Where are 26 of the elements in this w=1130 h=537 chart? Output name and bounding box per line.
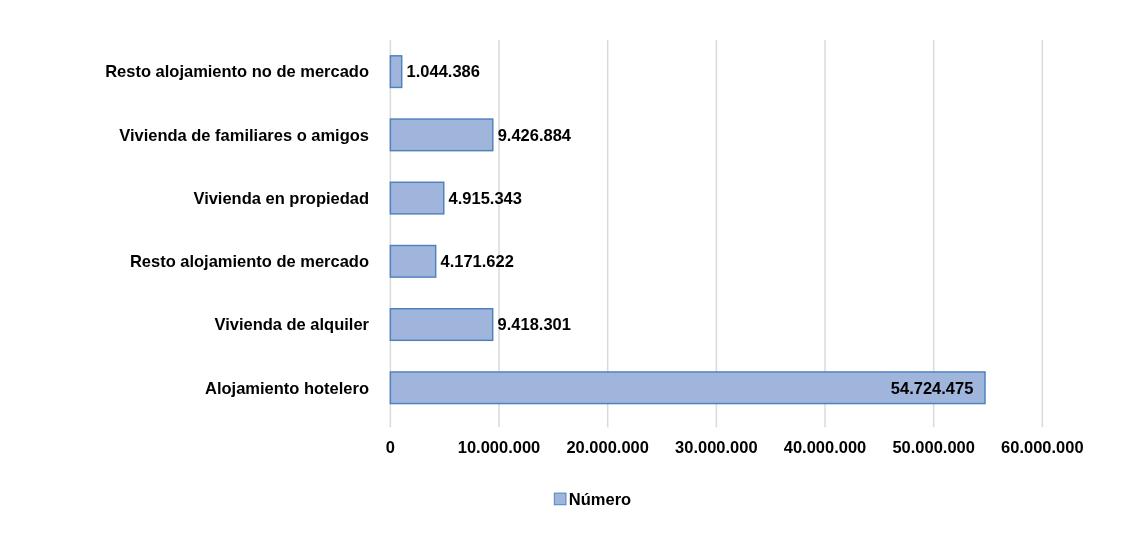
x-tick-label: 30.000.000 xyxy=(675,438,758,457)
y-tick-label: Vivienda de familiares o amigos xyxy=(119,125,370,144)
x-tick-label: 10.000.000 xyxy=(457,438,541,457)
bar xyxy=(389,55,403,89)
bar xyxy=(389,371,986,405)
data-label: 54.724.475 xyxy=(890,378,974,397)
x-tick-label: 40.000.000 xyxy=(783,438,867,457)
data-label: 9.418.301 xyxy=(497,315,571,334)
bar xyxy=(389,307,494,342)
bar xyxy=(389,244,437,278)
data-label: 1.044.386 xyxy=(406,62,480,81)
x-tick-label: 0 xyxy=(385,438,395,457)
y-tick-label: Resto alojamiento de mercado xyxy=(129,252,370,271)
data-label: 4.171.622 xyxy=(440,252,514,271)
y-tick-label: Vivienda en propiedad xyxy=(193,188,370,207)
data-label: 4.915.343 xyxy=(448,188,522,207)
y-tick-label: Alojamiento hotelero xyxy=(205,378,370,397)
y-tick-label: Vivienda de alquiler xyxy=(214,315,370,334)
data-label: 9.426.884 xyxy=(497,125,572,144)
x-tick-label: 20.000.000 xyxy=(566,438,649,457)
x-tick-label: 50.000.000 xyxy=(892,438,975,457)
y-tick-label: Resto alojamiento no de mercado xyxy=(105,62,370,81)
bar xyxy=(389,181,445,215)
legend-label: Número xyxy=(568,489,632,508)
bar xyxy=(389,118,494,152)
x-tick-label: 60.000.000 xyxy=(1001,438,1084,457)
